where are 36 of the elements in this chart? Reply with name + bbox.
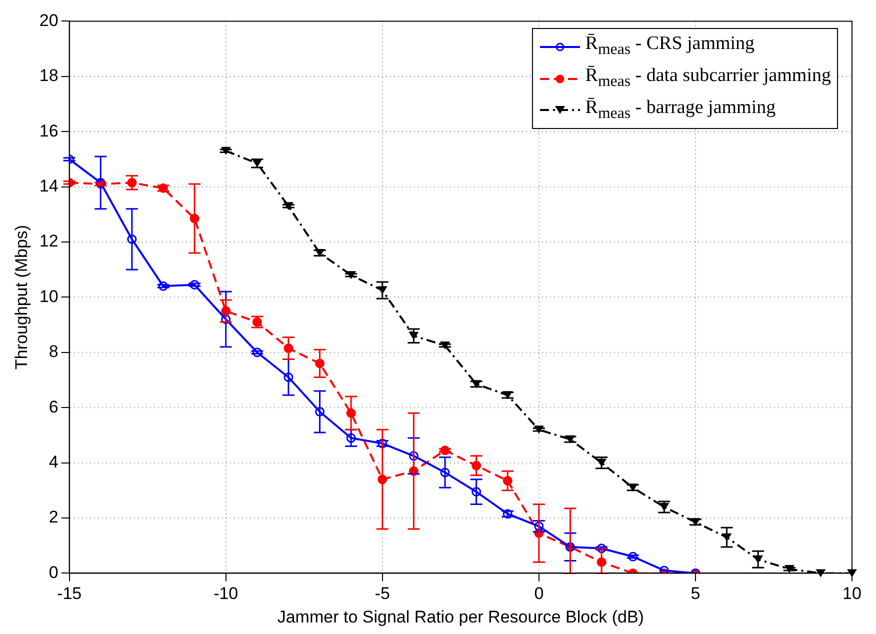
point <box>440 468 450 478</box>
y-tick-label: 12 <box>39 232 58 251</box>
y-tick-label: 10 <box>39 286 58 306</box>
y-tick-label: 20 <box>39 10 58 30</box>
y-tick-label: 14 <box>39 176 58 196</box>
y-tick-label: 6 <box>48 397 58 416</box>
y-axis-title: Throughput (Mbps) <box>12 224 31 370</box>
point <box>158 281 168 291</box>
y-tick-label: 8 <box>48 342 58 362</box>
y-tick-label: 4 <box>48 452 58 472</box>
point <box>127 234 137 244</box>
point <box>190 280 200 290</box>
point <box>315 406 325 416</box>
point <box>816 569 826 578</box>
point <box>252 348 262 358</box>
point <box>472 487 482 497</box>
x-tick-label: -10 <box>214 584 238 604</box>
x-tick-label: 5 <box>690 584 700 604</box>
point <box>221 314 231 324</box>
x-tick-label: -5 <box>374 584 390 604</box>
y-tick-label: 18 <box>39 66 58 86</box>
y-tick-label: 2 <box>48 508 58 527</box>
point <box>408 451 418 461</box>
point <box>659 566 669 574</box>
x-tick-label: 0 <box>534 584 544 604</box>
x-tick-label: 10 <box>842 584 862 604</box>
point <box>378 438 388 448</box>
y-tick-label: 16 <box>39 121 58 140</box>
point <box>628 552 638 562</box>
legend-label: R̄$_{meas}$ - barrage jamming <box>585 96 776 124</box>
point <box>284 372 294 382</box>
x-tick-label: -15 <box>57 584 82 604</box>
x-axis-title: Jammer to Signal Ratio per Resource Block (dB) <box>277 607 644 626</box>
legend-label: R̄$_{meas}$ - CRS jamming <box>585 32 755 60</box>
legend-label: R̄$_{meas}$ - data subcarrier jamming <box>585 64 831 92</box>
y-tick-label: 0 <box>48 562 58 582</box>
